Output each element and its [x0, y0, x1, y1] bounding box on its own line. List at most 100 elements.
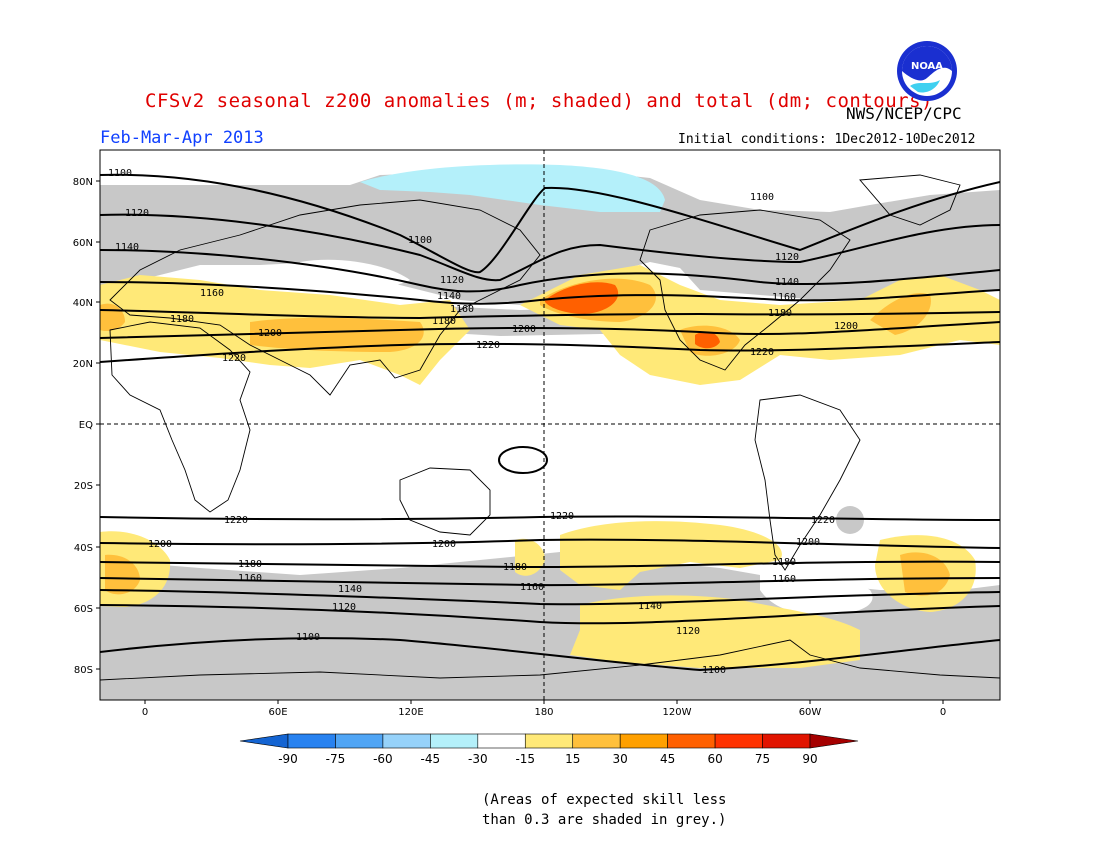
- contour-1180-south: [100, 560, 1000, 569]
- contour-label: 1100: [296, 632, 320, 643]
- contour-label: 1180: [432, 316, 456, 327]
- chart-title: CFSv2 seasonal z200 anomalies (m; shaded…: [145, 90, 933, 112]
- contour-label: 1120: [775, 252, 799, 263]
- contour-label: 1160: [450, 304, 474, 315]
- colorbar-box: [572, 733, 621, 749]
- contour-label: 1140: [115, 242, 139, 253]
- contour-label: 1200: [258, 328, 282, 339]
- contour-label: 1100: [408, 235, 432, 246]
- colorbar-label: -45: [421, 752, 441, 766]
- lon-label: 60E: [268, 707, 287, 718]
- coast-africa: [109, 321, 251, 513]
- colorbar-box: [382, 733, 431, 749]
- lon-label: 0: [940, 707, 946, 718]
- contour-1220-south: [100, 515, 1000, 521]
- colorbar-label: 30: [613, 752, 628, 766]
- coastlines: [100, 174, 1000, 681]
- colorbar: -90 -75 -60 -45 -30 -15 15 30 45 60 75 90: [239, 733, 859, 766]
- colorbar-labels: -90 -75 -60 -45 -30 -15 15 30 45 60 75 90: [278, 752, 817, 766]
- contour-1120-north: [100, 213, 1000, 282]
- colorbar-label: 45: [660, 752, 675, 766]
- contour-label: 1200: [512, 324, 536, 335]
- neutral-north-asia: [300, 259, 410, 287]
- red-anomaly-npacific: [545, 282, 619, 314]
- coast-south-america: [754, 394, 861, 571]
- contour-1160-north: [100, 281, 1000, 305]
- skill-grey-patch: [836, 506, 864, 534]
- contour-label: 1100: [108, 168, 132, 179]
- contour-label: 1100: [702, 665, 726, 676]
- red-anomaly-namerica: [695, 331, 720, 349]
- colorbar-label: -90: [278, 752, 298, 766]
- lat-label: 80S: [74, 665, 93, 676]
- colorbar-label: -60: [373, 752, 393, 766]
- lon-label: 60W: [799, 707, 822, 718]
- closed-contour-tropical: [498, 446, 548, 474]
- colorbar-label: 90: [802, 752, 817, 766]
- lat-label: EQ: [79, 420, 93, 431]
- colorbar-label: -30: [468, 752, 488, 766]
- anomaly-shading: [100, 164, 1000, 700]
- contour-label: 1220: [550, 511, 574, 522]
- positive-anomaly-south-ocean: [570, 595, 860, 668]
- contour-label: 1160: [772, 292, 796, 303]
- skill-note-line2: than 0.3 are shaded in grey.): [482, 812, 727, 828]
- contour-label: 1180: [503, 562, 527, 573]
- orange-anomaly-satlantic: [900, 552, 950, 596]
- coast-antarctica: [100, 639, 1000, 681]
- orange-anomaly-sindian: [105, 554, 140, 595]
- contour-label: 1180: [238, 559, 262, 570]
- contour-label: 1120: [332, 602, 356, 613]
- lat-label: 20S: [74, 481, 93, 492]
- lat-label: 80N: [73, 177, 93, 188]
- contour-label: 1220: [750, 347, 774, 358]
- positive-anomaly-south-pacific: [560, 521, 782, 590]
- contour-1140-south: [100, 589, 1000, 606]
- contour-label: 1220: [224, 515, 248, 526]
- orange-anomaly-asia: [250, 317, 424, 352]
- contour-label: 1200: [148, 539, 172, 550]
- noaa-logo: NOAA: [897, 41, 957, 101]
- contour-1120-south: [100, 604, 1000, 625]
- contour-label: 1180: [772, 557, 796, 568]
- lon-axis: 0 60E 120E 180 120W 60W 0: [142, 700, 946, 718]
- colorbar-box: [619, 733, 668, 749]
- contour-1160-south: [100, 577, 1000, 587]
- colorbar-box: [335, 733, 384, 749]
- lon-label: 0: [142, 707, 148, 718]
- colorbar-box: [667, 733, 716, 749]
- skill-note-line1: (Areas of expected skill less: [482, 792, 727, 808]
- contour-label: 1220: [476, 340, 500, 351]
- contour-label: 1120: [676, 626, 700, 637]
- contour-1200-north: [100, 321, 1000, 339]
- colorbar-box: [477, 733, 526, 749]
- anomaly-map: 1100 1100 1100 1120 1120 1120 1140 1140 …: [73, 149, 1001, 718]
- lat-label: 60N: [73, 238, 93, 249]
- contour-label: 1120: [440, 275, 464, 286]
- skill-grey-north: [100, 168, 1000, 305]
- colorbar-label: -15: [515, 752, 535, 766]
- contour-1220-north: [100, 341, 1000, 363]
- lat-label: 20N: [73, 359, 93, 370]
- season-label: Feb-Mar-Apr 2013: [100, 128, 264, 148]
- lat-axis: 80N 60N 40N 20N EQ 20S 40S 60S 80S: [73, 177, 100, 676]
- lon-label: 120W: [663, 707, 692, 718]
- contour-label: 1200: [834, 321, 858, 332]
- contour-label: 1140: [775, 277, 799, 288]
- contour-label: 1160: [520, 582, 544, 593]
- contour-label: 1180: [170, 314, 194, 325]
- lon-label: 120E: [398, 707, 423, 718]
- lat-label: 40S: [74, 543, 93, 554]
- colorbar-label: 75: [755, 752, 770, 766]
- contour-label: 1120: [125, 208, 149, 219]
- colorbar-box: [762, 733, 811, 749]
- contour-1180-north: [100, 309, 1000, 320]
- colorbar-label: 15: [565, 752, 580, 766]
- contour-labels: 1100 1100 1100 1120 1120 1120 1140 1140 …: [108, 168, 858, 676]
- contour-label: 1140: [437, 291, 461, 302]
- contour-label: 1200: [432, 539, 456, 550]
- contour-label: 1200: [796, 537, 820, 548]
- contour-label: 1180: [768, 308, 792, 319]
- contour-label: 1160: [772, 574, 796, 585]
- colorbar-arrow-right: [809, 733, 859, 749]
